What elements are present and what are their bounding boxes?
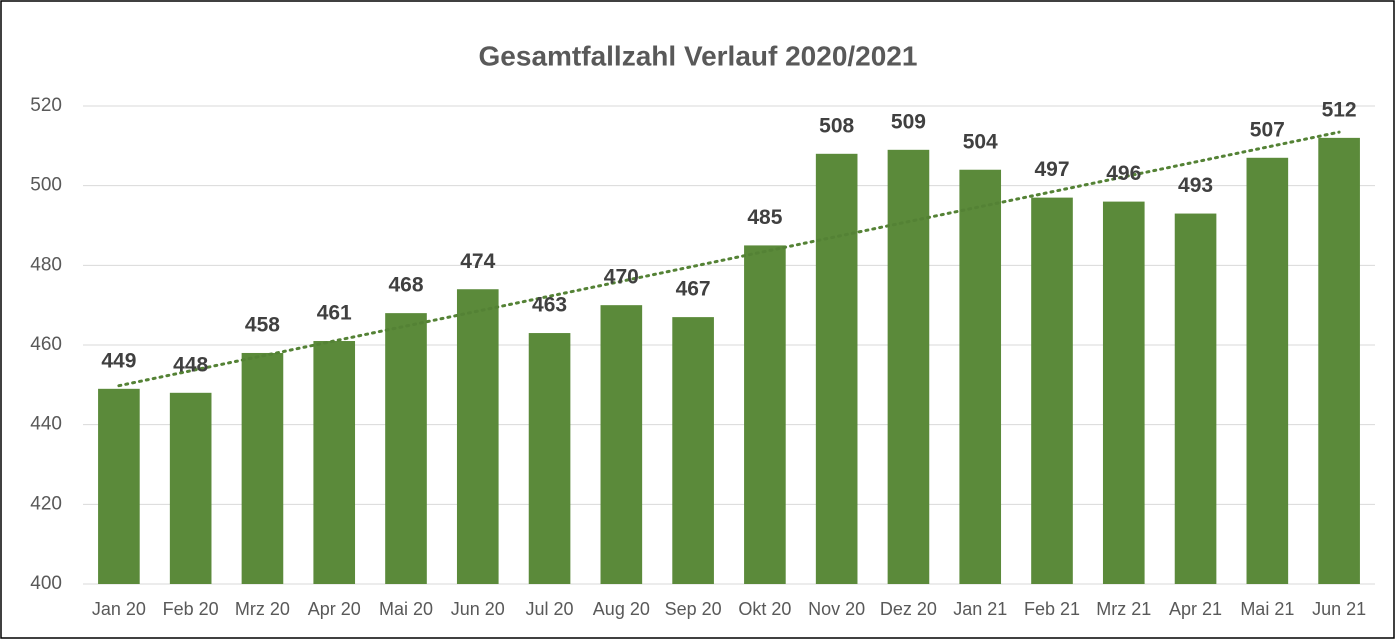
bar	[385, 313, 427, 584]
data-label: 448	[173, 353, 208, 376]
x-tick-label: Mai 21	[1240, 599, 1294, 619]
data-label: 493	[1178, 174, 1213, 197]
data-label: 485	[747, 206, 782, 229]
chart-title: Gesamtfallzahl Verlauf 2020/2021	[479, 40, 918, 71]
x-tick-label: Mai 20	[379, 599, 433, 619]
data-label: 449	[101, 349, 136, 372]
x-tick-label: Jan 21	[953, 599, 1007, 619]
bar	[528, 333, 571, 584]
x-tick-label: Jun 20	[451, 599, 505, 619]
x-tick-label: Mrz 20	[235, 599, 290, 619]
y-tick-label: 480	[30, 254, 62, 275]
x-tick-label: Jun 21	[1312, 599, 1366, 619]
bar	[456, 289, 499, 584]
x-tick-label: Feb 21	[1024, 599, 1080, 619]
x-tick-label: Dez 20	[880, 599, 937, 619]
x-tick-label: Apr 20	[308, 599, 361, 619]
data-label: 458	[245, 314, 280, 337]
data-label: 463	[532, 294, 567, 317]
bar	[1174, 213, 1217, 585]
x-tick-label: Mrz 21	[1096, 599, 1151, 619]
bar	[1318, 137, 1360, 584]
x-tick-label: Okt 20	[738, 599, 791, 619]
data-label: 467	[676, 278, 711, 301]
x-tick-label: Jul 20	[526, 599, 574, 619]
bar	[1246, 157, 1289, 585]
y-tick-label: 460	[30, 334, 62, 355]
data-label: 504	[963, 130, 998, 153]
bar	[887, 149, 930, 585]
data-label: 508	[819, 114, 854, 137]
x-tick-label: Apr 21	[1169, 599, 1222, 619]
y-tick-label: 500	[30, 175, 62, 196]
data-label: 468	[388, 274, 423, 297]
x-tick-label: Jan 20	[92, 599, 146, 619]
trendline	[117, 130, 1341, 388]
y-tick-label: 520	[30, 95, 62, 116]
y-tick-label: 400	[30, 573, 62, 594]
data-label: 509	[891, 110, 926, 133]
bar	[815, 153, 858, 585]
bar	[600, 305, 643, 584]
x-tick-label: Nov 20	[808, 599, 865, 619]
bar	[959, 169, 1002, 584]
data-label: 461	[317, 302, 352, 325]
bar	[241, 352, 284, 584]
bar	[169, 392, 212, 584]
bar	[313, 341, 356, 584]
x-tick-label: Feb 20	[163, 599, 219, 619]
bar	[1102, 201, 1145, 584]
data-label: 512	[1322, 98, 1357, 121]
data-label: 496	[1106, 162, 1141, 185]
bar	[1031, 197, 1073, 584]
data-label: 474	[460, 250, 495, 273]
x-tick-label: Aug 20	[593, 599, 650, 619]
x-tick-label: Sep 20	[665, 599, 722, 619]
bar	[98, 388, 140, 584]
bar	[672, 317, 714, 584]
bar	[744, 245, 786, 584]
y-tick-label: 440	[30, 414, 62, 435]
data-label: 470	[604, 266, 639, 289]
data-label: 507	[1250, 118, 1285, 141]
data-label: 497	[1034, 158, 1069, 181]
y-tick-label: 420	[30, 493, 62, 514]
